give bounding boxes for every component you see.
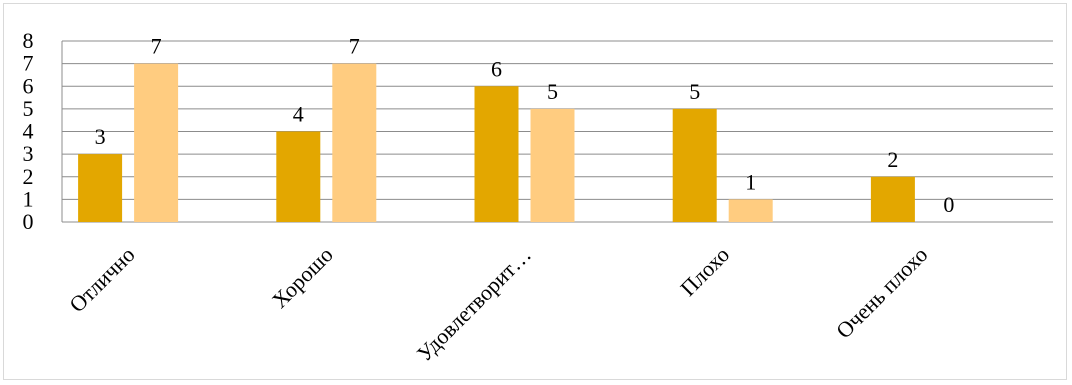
data-label: 1	[745, 169, 756, 194]
data-label: 4	[293, 102, 304, 127]
data-label: 5	[689, 79, 700, 104]
y-tick-label: 6	[23, 73, 34, 98]
data-label: 3	[95, 124, 106, 149]
y-tick-label: 8	[23, 28, 34, 53]
bar	[332, 63, 377, 222]
bar	[276, 131, 321, 222]
data-labels: 3 7 4 7 6 5 5 1 2 0	[95, 34, 955, 217]
bar	[530, 108, 575, 222]
data-label: 6	[491, 56, 502, 81]
y-tick-label: 7	[23, 51, 34, 76]
data-label: 2	[887, 147, 898, 172]
x-tick-label: Отлично	[64, 242, 139, 317]
bar	[672, 108, 717, 222]
bar	[474, 86, 519, 222]
bar	[134, 63, 179, 222]
bars	[78, 63, 915, 222]
data-label: 7	[151, 34, 162, 59]
bar	[728, 199, 773, 222]
x-tick-label: Удовлетворит…	[412, 242, 536, 366]
x-tick-label: Хорошо	[267, 242, 338, 313]
data-label: 0	[943, 192, 954, 217]
bar	[78, 154, 123, 222]
data-label: 7	[349, 34, 360, 59]
data-label: 5	[547, 79, 558, 104]
y-tick-label: 4	[23, 119, 34, 144]
x-tick-label: Плохо	[675, 242, 734, 301]
y-tick-label: 2	[23, 164, 34, 189]
bar	[870, 176, 915, 222]
y-tick-label: 1	[23, 186, 34, 211]
x-tick-label: Очень плохо	[831, 242, 932, 343]
y-tick-label: 5	[23, 96, 34, 121]
y-tick-label: 0	[23, 209, 34, 234]
x-tick-labels: Отлично Хорошо Удовлетворит… Плохо Очень пло…	[64, 242, 932, 366]
y-tick-label: 3	[23, 141, 34, 166]
